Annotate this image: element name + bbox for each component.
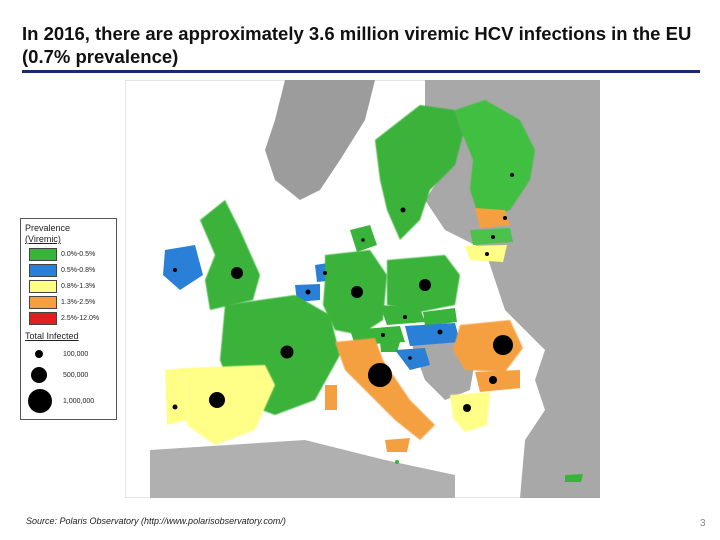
bubble-estonia	[503, 216, 507, 220]
country-romania	[453, 320, 523, 372]
country-greece	[450, 392, 490, 432]
legend-class-0-label: 0.0%-0.5%	[61, 251, 96, 258]
bubble-hungary	[437, 329, 443, 335]
country-sweden	[375, 105, 463, 240]
country-estonia	[475, 208, 510, 228]
bubble-sweden	[400, 207, 406, 213]
country-croatia	[395, 348, 430, 370]
non-eu-north-africa	[150, 440, 455, 498]
bubble-romania	[493, 335, 513, 355]
bubble-belgium	[305, 289, 311, 295]
legend-swatch-1	[29, 264, 57, 277]
bubble-bulgaria	[489, 376, 497, 384]
country-slovenia	[380, 342, 400, 352]
bubble-ireland	[173, 268, 177, 272]
legend-swatch-0	[29, 248, 57, 261]
legend-swatch-3	[29, 296, 57, 309]
country-czech	[380, 305, 425, 325]
country-uk	[200, 200, 260, 310]
country-spain	[185, 365, 275, 445]
legend-swatch-2	[29, 280, 57, 293]
bubble-denmark	[361, 238, 365, 242]
legend-bubble-small	[35, 350, 43, 358]
country-bulgaria	[475, 370, 520, 392]
legend-class-1-label: 0.5%-0.8%	[61, 267, 96, 274]
legend-class-4-label: 2.5%-12.0%	[61, 315, 100, 322]
country-sardinia	[325, 385, 337, 410]
non-eu-land	[425, 80, 600, 498]
non-eu-land-west	[265, 80, 375, 200]
country-sicily	[385, 438, 410, 452]
legend-bubble-1-label: 500,000	[63, 372, 89, 379]
country-hungary	[405, 323, 460, 346]
bubble-portugal	[172, 404, 178, 410]
map-legend: Prevalence (Viremic) 0.0%-0.5% 0.5%-0.8%…	[20, 218, 117, 420]
source-note: Source: Polaris Observatory (http://www.…	[26, 516, 286, 526]
bubble-italy	[368, 363, 392, 387]
legend-bubble-medium	[31, 367, 47, 383]
country-slovakia	[423, 308, 457, 326]
legend-swatch-4	[29, 312, 57, 325]
country-italy	[335, 338, 435, 440]
legend-class-3-label: 1.3%-2.5%	[61, 299, 96, 306]
bubble-croatia	[408, 356, 412, 360]
bubble-greece	[463, 404, 471, 412]
bubble-poland	[419, 279, 431, 291]
bubble-netherlands	[323, 271, 327, 275]
bubble-spain	[209, 392, 225, 408]
bubble-latvia	[491, 235, 495, 239]
bubble-france	[280, 345, 294, 359]
country-finland	[455, 100, 535, 220]
bubble-germany	[351, 286, 363, 298]
legend-class-2-label: 0.8%-1.3%	[61, 283, 96, 290]
country-malta	[395, 460, 399, 464]
legend-heading-total: Total Infected	[25, 331, 79, 341]
legend-heading-viremic: (Viremic)	[25, 234, 61, 244]
bubble-finland	[510, 173, 514, 177]
legend-bubble-large	[28, 389, 52, 413]
europe-prevalence-map	[125, 80, 600, 498]
legend-bubble-2-label: 1,000,000	[63, 398, 95, 405]
page-number: 3	[700, 518, 706, 529]
bubble-lithuania	[485, 252, 489, 256]
slide-title: In 2016, there are approximately 3.6 mil…	[22, 23, 692, 67]
bubble-czech	[403, 315, 407, 319]
legend-heading-prevalence: Prevalence	[25, 223, 71, 233]
bubble-uk	[231, 267, 243, 279]
country-cyprus	[565, 474, 583, 482]
bubble-austria	[381, 333, 385, 337]
country-ireland	[163, 245, 203, 290]
country-portugal	[165, 368, 187, 425]
title-underline	[22, 70, 700, 73]
legend-bubble-0-label: 100,000	[63, 351, 89, 358]
